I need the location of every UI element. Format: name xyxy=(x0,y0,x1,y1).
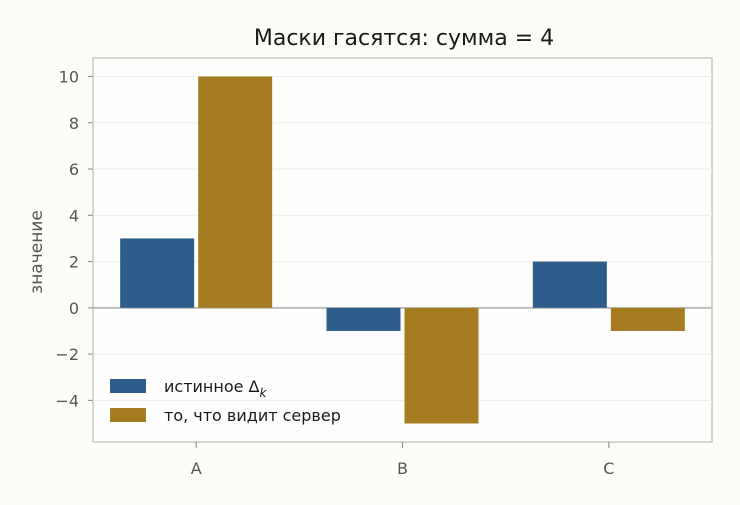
legend-swatch xyxy=(110,379,146,393)
legend: истинное Δk то, что видит сервер xyxy=(110,377,341,425)
bar-A-series-2 xyxy=(198,76,273,308)
bar-C-series-1 xyxy=(532,261,607,308)
bar-A-series-1 xyxy=(120,238,195,308)
bar-B-series-2 xyxy=(404,307,479,424)
plot-area xyxy=(92,57,713,443)
legend-label: то, что видит сервер xyxy=(164,406,341,425)
y-tick-label: 8 xyxy=(69,114,79,133)
bars xyxy=(120,76,685,424)
y-tick-label: 10 xyxy=(59,68,79,87)
x-tick-label: A xyxy=(191,459,202,478)
y-tick-label: 2 xyxy=(69,253,79,272)
y-tick-label: −4 xyxy=(55,391,79,410)
chart-title: Маски гасятся: сумма = 4 xyxy=(254,26,554,51)
y-tick-label: 4 xyxy=(69,206,79,225)
y-axis-label: значение xyxy=(27,210,47,294)
y-tick-label: 6 xyxy=(69,160,79,179)
x-tick-label: B xyxy=(397,459,408,478)
y-tick-label: 0 xyxy=(69,299,79,318)
bar-B-series-1 xyxy=(326,307,401,331)
bar-C-series-2 xyxy=(610,307,685,331)
y-axis: 10 8 6 4 2 0 −2 −4 xyxy=(55,68,93,410)
y-tick-label: −2 xyxy=(55,345,79,364)
x-tick-label: C xyxy=(603,459,614,478)
x-axis: A B C xyxy=(191,442,614,478)
legend-label: истинное Δk xyxy=(164,377,268,400)
legend-swatch xyxy=(110,408,146,422)
plot-frame xyxy=(92,57,713,443)
